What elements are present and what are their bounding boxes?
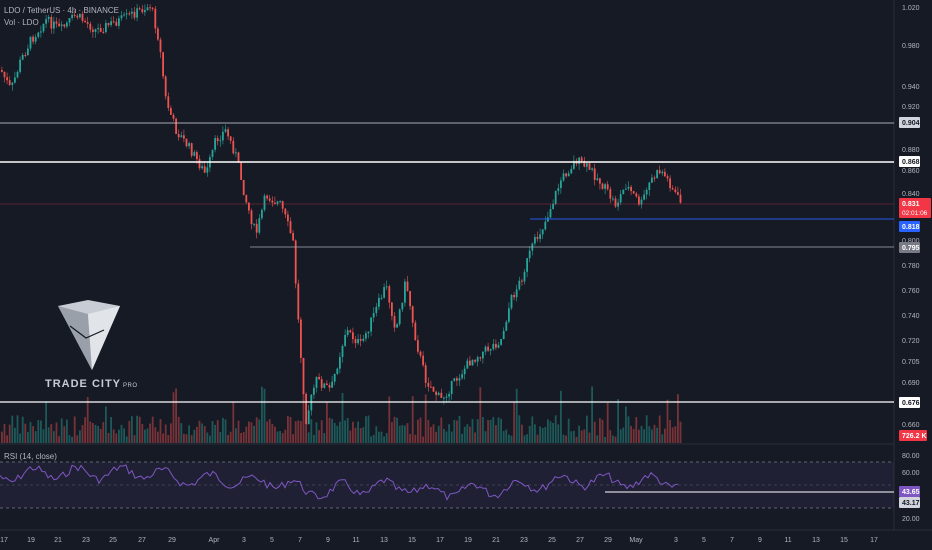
price-tick: 0.760 — [902, 288, 920, 295]
time-label: 17 — [0, 537, 8, 544]
time-label: Apr — [209, 537, 221, 544]
badge-0868: 0.868 — [902, 159, 920, 166]
time-label: 13 — [812, 537, 820, 544]
time-label: May — [629, 537, 643, 544]
time-label: 9 — [326, 537, 330, 544]
price-tick: 0.980 — [902, 43, 920, 50]
badge-0904: 0.904 — [902, 120, 920, 127]
rsi-tick: 80.00 — [902, 453, 920, 460]
watermark-suffix: PRO — [123, 383, 138, 389]
time-label: 3 — [674, 537, 678, 544]
time-label: 19 — [464, 537, 472, 544]
price-tick: 0.705 — [902, 359, 920, 366]
badge-0676: 0.676 — [902, 400, 920, 407]
rsi-legend[interactable]: RSI (14, close) — [4, 452, 57, 461]
price-tick: 0.860 — [902, 168, 920, 175]
price-axis[interactable]: 1.020 0.980 0.940 0.920 0.880 0.860 0.84… — [902, 5, 920, 429]
time-label: 7 — [298, 537, 302, 544]
time-label: 17 — [436, 537, 444, 544]
price-tick: 0.880 — [902, 147, 920, 154]
time-label: 19 — [27, 537, 35, 544]
time-label: 25 — [109, 537, 117, 544]
badge-volume: 726.2 K — [902, 433, 927, 440]
watermark-brand: TRADE CITY PRO — [45, 378, 138, 390]
time-label: 25 — [548, 537, 556, 544]
price-tick: 0.920 — [902, 104, 920, 111]
time-label: 5 — [702, 537, 706, 544]
time-label: 17 — [870, 537, 878, 544]
trade-city-logo — [58, 300, 120, 370]
price-tick: 0.660 — [902, 422, 920, 429]
time-label: 21 — [54, 537, 62, 544]
time-label: 11 — [784, 537, 791, 544]
time-label: 15 — [408, 537, 416, 544]
candlesticks — [1, 3, 682, 425]
price-tick: 0.690 — [902, 380, 920, 387]
time-label: 21 — [492, 537, 500, 544]
rsi-axis[interactable]: 80.00 60.00 20.00 43.65 43.17 — [899, 453, 920, 523]
price-tick: 0.800 — [902, 238, 920, 245]
time-label: 27 — [138, 537, 146, 544]
badge-0818: 0.818 — [902, 224, 920, 231]
price-tick: 0.940 — [902, 84, 920, 91]
price-badges: 0.904 0.868 0.831 02:01:06 0.818 0.795 0… — [899, 117, 931, 441]
badge-countdown: 02:01:06 — [902, 210, 928, 217]
time-label: 11 — [352, 537, 359, 544]
symbol-legend[interactable]: LDO / TetherUS · 4h · BINANCE — [4, 6, 119, 15]
rsi-tick: 60.00 — [902, 470, 920, 477]
badge-rsi-ma: 43.17 — [902, 500, 920, 507]
rsi-line — [0, 464, 679, 501]
time-label: 3 — [242, 537, 246, 544]
price-tick: 0.780 — [902, 263, 920, 270]
price-tick: 0.740 — [902, 313, 920, 320]
time-label: 15 — [840, 537, 848, 544]
time-label: 23 — [82, 537, 90, 544]
rsi-pane — [0, 461, 894, 509]
time-label: 23 — [520, 537, 528, 544]
volume-bars — [1, 386, 682, 443]
badge-0795: 0.795 — [902, 245, 920, 252]
badge-last-price: 0.831 — [902, 201, 920, 208]
price-tick: 0.840 — [902, 191, 920, 198]
time-label: 7 — [730, 537, 734, 544]
time-label: 13 — [380, 537, 388, 544]
badge-rsi: 43.65 — [902, 489, 920, 496]
time-label: 5 — [270, 537, 274, 544]
price-tick: 1.020 — [902, 5, 920, 12]
horizontal-levels — [0, 122, 894, 403]
volume-legend[interactable]: Vol · LDO — [4, 18, 39, 27]
time-label: 9 — [758, 537, 762, 544]
time-label: 27 — [576, 537, 584, 544]
price-tick: 0.720 — [902, 338, 920, 345]
time-label: 29 — [604, 537, 612, 544]
time-axis[interactable]: 17 19 21 23 25 27 29 Apr 3 5 7 9 11 13 15 17 19 21 23 25 27 2… — [0, 537, 878, 544]
time-label: 29 — [168, 537, 176, 544]
rsi-tick: 20.00 — [902, 516, 920, 523]
